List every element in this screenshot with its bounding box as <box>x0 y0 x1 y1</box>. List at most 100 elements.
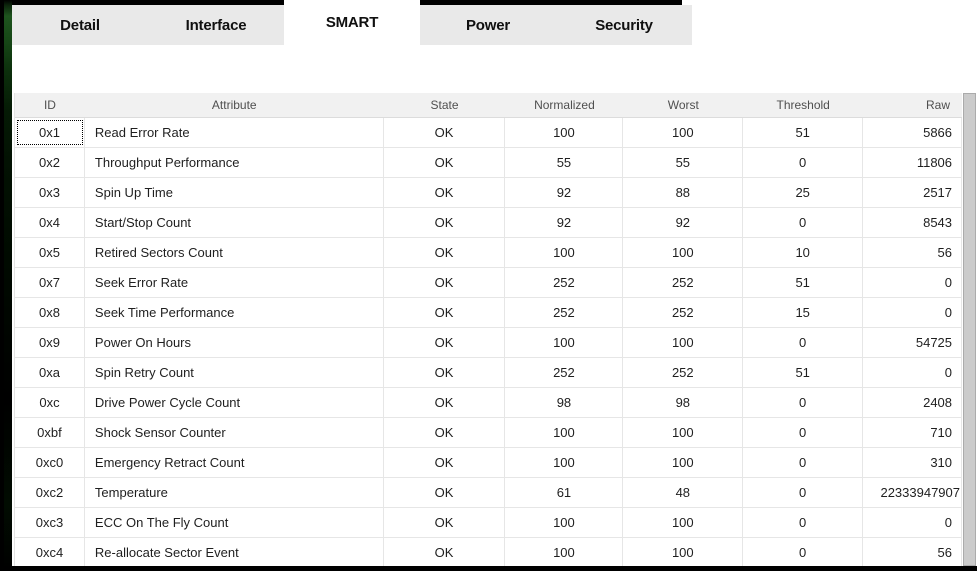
cell-id[interactable]: 0x4 <box>15 208 85 237</box>
cell-raw[interactable]: 0 <box>863 508 963 537</box>
cell-worst[interactable]: 88 <box>623 178 744 207</box>
cell-id[interactable]: 0x7 <box>15 268 85 297</box>
cell-threshold[interactable]: 0 <box>743 538 864 567</box>
cell-worst[interactable]: 100 <box>623 238 744 267</box>
cell-normalized[interactable]: 100 <box>505 238 624 267</box>
tab-detail[interactable]: Detail <box>12 5 148 45</box>
table-row[interactable]: 0xa Spin Retry Count OK 252 252 51 0 <box>15 358 963 388</box>
cell-raw[interactable]: 0 <box>863 268 963 297</box>
cell-threshold[interactable]: 0 <box>743 148 864 177</box>
cell-threshold[interactable]: 0 <box>743 478 864 507</box>
cell-threshold[interactable]: 0 <box>743 208 864 237</box>
cell-attribute[interactable]: Retired Sectors Count <box>85 238 384 267</box>
cell-raw[interactable]: 56 <box>863 538 963 567</box>
cell-attribute[interactable]: ECC On The Fly Count <box>85 508 384 537</box>
table-row[interactable]: 0x5 Retired Sectors Count OK 100 100 10 56 <box>15 238 963 268</box>
cell-id[interactable]: 0xc0 <box>15 448 85 477</box>
cell-id[interactable]: 0x5 <box>15 238 85 267</box>
cell-raw[interactable]: 56 <box>863 238 963 267</box>
tab-interface[interactable]: Interface <box>148 5 284 45</box>
cell-normalized[interactable]: 92 <box>505 178 624 207</box>
cell-id[interactable]: 0x1 <box>15 118 85 147</box>
table-row[interactable]: 0xc Drive Power Cycle Count OK 98 98 0 2408 <box>15 388 963 418</box>
cell-attribute[interactable]: Spin Up Time <box>85 178 384 207</box>
cell-attribute[interactable]: Spin Retry Count <box>85 358 384 387</box>
column-header-normalized[interactable]: Normalized <box>534 98 595 112</box>
cell-id[interactable]: 0xa <box>15 358 85 387</box>
tab-power[interactable]: Power <box>420 5 556 45</box>
cell-raw[interactable]: 8543 <box>863 208 963 237</box>
cell-attribute[interactable]: Drive Power Cycle Count <box>85 388 384 417</box>
cell-id[interactable]: 0x8 <box>15 298 85 327</box>
cell-state[interactable]: OK <box>384 238 506 267</box>
column-header-worst[interactable]: Worst <box>667 98 699 112</box>
cell-normalized[interactable]: 100 <box>505 448 624 477</box>
vertical-scrollbar[interactable] <box>963 93 976 566</box>
cell-attribute[interactable]: Seek Error Rate <box>85 268 384 297</box>
cell-worst[interactable]: 48 <box>623 478 744 507</box>
cell-worst[interactable]: 100 <box>623 118 744 147</box>
cell-id[interactable]: 0xc2 <box>15 478 85 507</box>
cell-threshold[interactable]: 10 <box>743 238 864 267</box>
cell-worst[interactable]: 100 <box>623 328 744 357</box>
cell-attribute[interactable]: Start/Stop Count <box>85 208 384 237</box>
cell-threshold[interactable]: 51 <box>743 358 864 387</box>
cell-worst[interactable]: 100 <box>623 508 744 537</box>
cell-state[interactable]: OK <box>384 388 506 417</box>
table-row[interactable]: 0xc2 Temperature OK 61 48 0 22333947907 <box>15 478 962 508</box>
cell-normalized[interactable]: 61 <box>505 478 624 507</box>
cell-id[interactable]: 0xc3 <box>15 508 85 537</box>
cell-raw[interactable]: 710 <box>863 418 963 447</box>
cell-normalized[interactable]: 55 <box>505 148 624 177</box>
cell-raw[interactable]: 5866 <box>863 118 963 147</box>
cell-normalized[interactable]: 100 <box>505 538 624 567</box>
cell-id[interactable]: 0xc4 <box>15 538 85 567</box>
cell-raw[interactable]: 2408 <box>863 388 963 417</box>
column-header-attribute[interactable]: Attribute <box>211 98 257 112</box>
cell-state[interactable]: OK <box>384 328 506 357</box>
cell-normalized[interactable]: 100 <box>505 118 624 147</box>
cell-raw[interactable]: 2517 <box>863 178 963 207</box>
cell-attribute[interactable]: Shock Sensor Counter <box>85 418 384 447</box>
column-header-state[interactable]: State <box>430 98 459 112</box>
cell-attribute[interactable]: Read Error Rate <box>85 118 384 147</box>
cell-normalized[interactable]: 252 <box>505 358 624 387</box>
cell-worst[interactable]: 92 <box>623 208 744 237</box>
cell-threshold[interactable]: 0 <box>743 388 864 417</box>
cell-state[interactable]: OK <box>384 448 506 477</box>
cell-normalized[interactable]: 98 <box>505 388 624 417</box>
cell-state[interactable]: OK <box>384 268 506 297</box>
cell-id[interactable]: 0x3 <box>15 178 85 207</box>
cell-threshold[interactable]: 0 <box>743 328 864 357</box>
table-row[interactable]: 0x8 Seek Time Performance OK 252 252 15 0 <box>15 298 963 328</box>
column-header-threshold[interactable]: Threshold <box>776 98 830 112</box>
cell-threshold[interactable]: 51 <box>743 268 864 297</box>
cell-state[interactable]: OK <box>384 118 506 147</box>
cell-state[interactable]: OK <box>384 178 506 207</box>
cell-threshold[interactable]: 15 <box>743 298 864 327</box>
table-row[interactable]: 0x3 Spin Up Time OK 92 88 25 2517 <box>15 178 963 208</box>
cell-state[interactable]: OK <box>384 538 506 567</box>
cell-state[interactable]: OK <box>384 208 506 237</box>
cell-threshold[interactable]: 0 <box>743 418 864 447</box>
cell-raw[interactable]: 0 <box>863 298 963 327</box>
table-row[interactable]: 0x4 Start/Stop Count OK 92 92 0 8543 <box>15 208 963 238</box>
cell-normalized[interactable]: 100 <box>505 418 624 447</box>
cell-worst[interactable]: 252 <box>623 268 744 297</box>
cell-attribute[interactable]: Re-allocate Sector Event <box>85 538 384 567</box>
table-row[interactable]: 0xc4 Re-allocate Sector Event OK 100 100 0 56 <box>15 538 963 568</box>
cell-raw[interactable]: 11806 <box>863 148 963 177</box>
cell-worst[interactable]: 252 <box>623 298 744 327</box>
cell-worst[interactable]: 98 <box>623 388 744 417</box>
cell-state[interactable]: OK <box>384 298 506 327</box>
cell-id[interactable]: 0x9 <box>15 328 85 357</box>
cell-attribute[interactable]: Emergency Retract Count <box>85 448 384 477</box>
cell-normalized[interactable]: 252 <box>505 298 624 327</box>
cell-threshold[interactable]: 0 <box>743 448 864 477</box>
table-row[interactable]: 0x1 Read Error Rate OK 100 100 51 5866 <box>15 118 963 148</box>
cell-state[interactable]: OK <box>384 358 506 387</box>
table-row[interactable]: 0x9 Power On Hours OK 100 100 0 54725 <box>15 328 963 358</box>
cell-attribute[interactable]: Seek Time Performance <box>85 298 384 327</box>
cell-id[interactable]: 0xbf <box>15 418 85 447</box>
table-row[interactable]: 0xbf Shock Sensor Counter OK 100 100 0 710 <box>15 418 963 448</box>
